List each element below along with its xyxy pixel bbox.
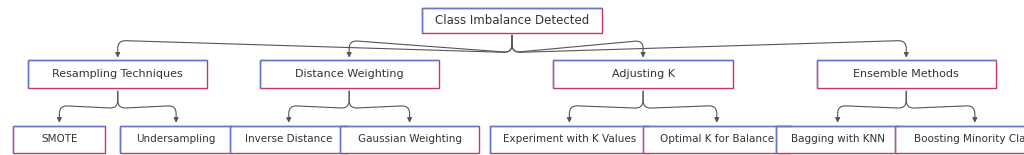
Text: Class Imbalance Detected: Class Imbalance Detected xyxy=(435,14,589,27)
FancyBboxPatch shape xyxy=(643,126,791,153)
Text: Experiment with K Values: Experiment with K Values xyxy=(503,135,636,144)
FancyBboxPatch shape xyxy=(13,126,105,153)
FancyBboxPatch shape xyxy=(259,60,438,88)
Text: Optimal K for Balance: Optimal K for Balance xyxy=(659,135,774,144)
Text: Boosting Minority Class: Boosting Minority Class xyxy=(913,135,1024,144)
FancyBboxPatch shape xyxy=(28,60,207,88)
Text: Undersampling: Undersampling xyxy=(136,135,216,144)
FancyBboxPatch shape xyxy=(490,126,649,153)
FancyBboxPatch shape xyxy=(817,60,995,88)
Text: Inverse Distance: Inverse Distance xyxy=(245,135,333,144)
Text: Distance Weighting: Distance Weighting xyxy=(295,69,403,79)
FancyBboxPatch shape xyxy=(340,126,479,153)
FancyBboxPatch shape xyxy=(776,126,899,153)
FancyBboxPatch shape xyxy=(422,8,601,33)
Text: Gaussian Weighting: Gaussian Weighting xyxy=(357,135,462,144)
FancyBboxPatch shape xyxy=(229,126,347,153)
FancyBboxPatch shape xyxy=(553,60,733,88)
Text: Bagging with KNN: Bagging with KNN xyxy=(791,135,885,144)
Text: SMOTE: SMOTE xyxy=(41,135,78,144)
Text: Adjusting K: Adjusting K xyxy=(611,69,675,79)
FancyBboxPatch shape xyxy=(895,126,1024,153)
Text: Ensemble Methods: Ensemble Methods xyxy=(853,69,959,79)
Text: Resampling Techniques: Resampling Techniques xyxy=(52,69,183,79)
FancyBboxPatch shape xyxy=(120,126,232,153)
